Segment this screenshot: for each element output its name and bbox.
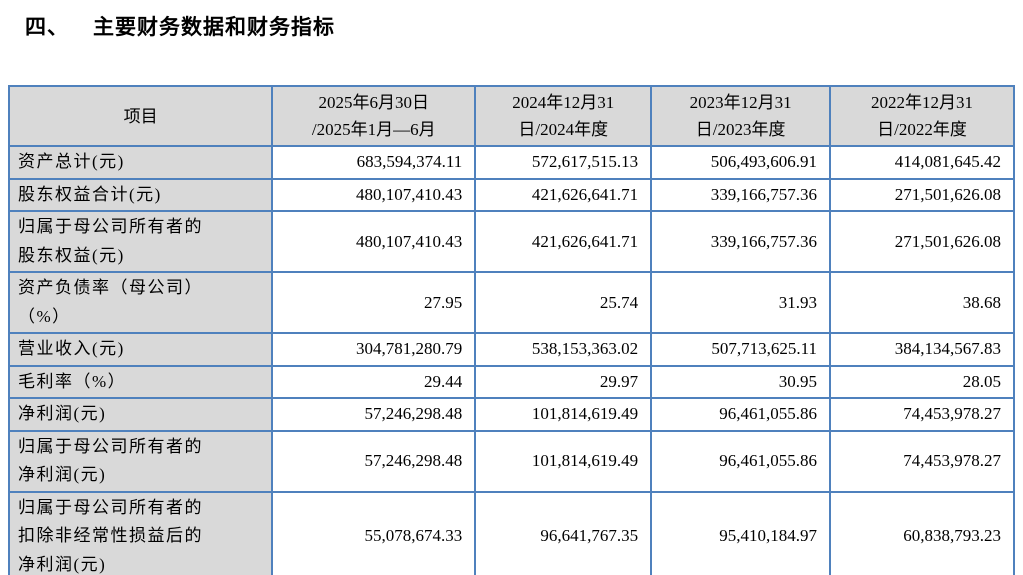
row-label: 归属于母公司所有者的 股东权益(元) [7,210,274,273]
cell-value: 271,501,626.08 [829,177,1015,212]
row-label: 营业收入(元) [7,332,274,367]
cell-value: 55,078,674.33 [271,490,477,575]
table-row-total-equity: 股东权益合计(元) 480,107,410.43 421,626,641.71 … [7,177,1015,212]
column-header-period-2023: 2023年12月31 日/2023年度 [650,85,832,147]
row-label: 资产负债率（母公司） （%） [7,271,274,334]
financial-data-table: 项目 2025年6月30日 /2025年1月—6月 2024年12月31 日/2… [7,85,1015,575]
page-title: 四、 主要财务数据和财务指标 [25,14,1015,41]
table-row-debt-ratio: 资产负债率（母公司） （%） 27.95 25.74 31.93 38.68 [7,271,1015,334]
cell-value: 101,814,619.49 [474,397,653,432]
table-row-parent-net-profit-deducted: 归属于母公司所有者的 扣除非经常性损益后的 净利润(元) 55,078,674.… [7,490,1015,575]
cell-value: 480,107,410.43 [271,210,477,273]
cell-value: 57,246,298.48 [271,397,477,432]
cell-value: 96,641,767.35 [474,490,653,575]
cell-value: 101,814,619.49 [474,429,653,493]
cell-value: 38.68 [829,271,1015,334]
row-label: 归属于母公司所有者的 扣除非经常性损益后的 净利润(元) [7,490,274,575]
table-header-row: 项目 2025年6月30日 /2025年1月—6月 2024年12月31 日/2… [7,85,1015,147]
cell-value: 96,461,055.86 [650,429,832,493]
cell-value: 572,617,515.13 [474,145,653,180]
cell-value: 480,107,410.43 [271,177,477,212]
table-row-parent-equity: 归属于母公司所有者的 股东权益(元) 480,107,410.43 421,62… [7,210,1015,273]
cell-value: 57,246,298.48 [271,429,477,493]
section-number: 四、 [25,16,69,39]
cell-value: 507,713,625.11 [650,332,832,367]
cell-value: 339,166,757.36 [650,177,832,212]
cell-value: 421,626,641.71 [474,177,653,212]
cell-value: 414,081,645.42 [829,145,1015,180]
column-header-period-2022: 2022年12月31 日/2022年度 [829,85,1015,147]
row-label: 归属于母公司所有者的 净利润(元) [7,429,274,493]
cell-value: 74,453,978.27 [829,429,1015,493]
cell-value: 29.97 [474,364,653,399]
cell-value: 28.05 [829,364,1015,399]
column-header-period-2025: 2025年6月30日 /2025年1月—6月 [271,85,477,147]
cell-value: 96,461,055.86 [650,397,832,432]
cell-value: 271,501,626.08 [829,210,1015,273]
column-header-item: 项目 [7,85,274,147]
cell-value: 339,166,757.36 [650,210,832,273]
cell-value: 29.44 [271,364,477,399]
cell-value: 60,838,793.23 [829,490,1015,575]
cell-value: 25.74 [474,271,653,334]
column-header-period-2024: 2024年12月31 日/2024年度 [474,85,653,147]
cell-value: 27.95 [271,271,477,334]
cell-value: 95,410,184.97 [650,490,832,575]
table-row-total-assets: 资产总计(元) 683,594,374.11 572,617,515.13 50… [7,145,1015,180]
row-label: 资产总计(元) [7,145,274,180]
cell-value: 74,453,978.27 [829,397,1015,432]
cell-value: 683,594,374.11 [271,145,477,180]
cell-value: 384,134,567.83 [829,332,1015,367]
cell-value: 506,493,606.91 [650,145,832,180]
table-row-gross-margin: 毛利率（%） 29.44 29.97 30.95 28.05 [7,364,1015,399]
row-label: 净利润(元) [7,397,274,432]
table-row-revenue: 营业收入(元) 304,781,280.79 538,153,363.02 50… [7,332,1015,367]
row-label: 毛利率（%） [7,364,274,399]
table-row-net-profit: 净利润(元) 57,246,298.48 101,814,619.49 96,4… [7,397,1015,432]
cell-value: 31.93 [650,271,832,334]
cell-value: 304,781,280.79 [271,332,477,367]
table-row-parent-net-profit: 归属于母公司所有者的 净利润(元) 57,246,298.48 101,814,… [7,429,1015,493]
cell-value: 421,626,641.71 [474,210,653,273]
row-label: 股东权益合计(元) [7,177,274,212]
cell-value: 538,153,363.02 [474,332,653,367]
section-title-text: 主要财务数据和财务指标 [93,16,335,39]
cell-value: 30.95 [650,364,832,399]
